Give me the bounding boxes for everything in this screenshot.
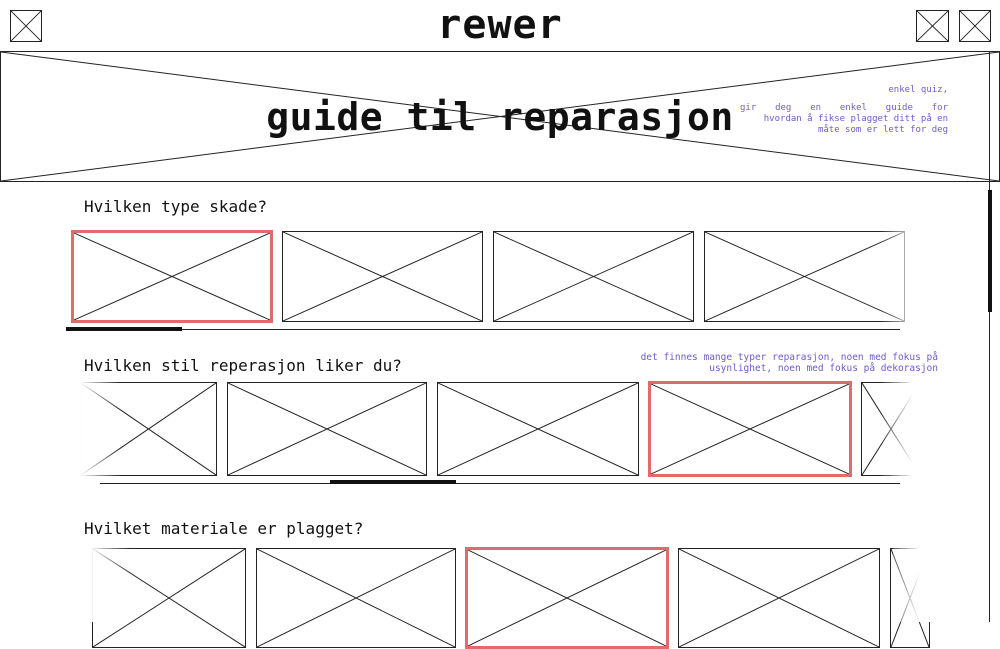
carousel-fade [893,545,938,622]
carousel-fade [880,228,920,328]
question-material: Hvilket materiale er plagget? [84,519,364,538]
option-card[interactable] [256,548,456,648]
question-repair-style: Hvilken stil reperasjon liker du? [84,356,402,375]
carousel-fade [80,378,120,488]
hero-note-line: gir deg en enkel guide for [740,103,948,113]
hero-note-line: hvordan å fikse plagget ditt på en [763,114,948,124]
top-bar [0,0,1000,52]
carousel-scrollbar-track[interactable] [100,483,900,484]
page-title: guide til reparasjon [266,95,734,139]
carousel-scrollbar-track[interactable] [66,329,900,330]
logo[interactable]: rewer [437,2,563,48]
section-note: det finnes mange typer reparasjon, noen … [640,352,938,363]
option-card[interactable] [678,548,880,648]
hero-note-top: enkel quiz, [888,85,948,95]
option-card[interactable] [227,382,427,476]
hero-image-placeholder [1,52,999,181]
hero-note-line: måte som er lett for deg [817,125,948,135]
option-card[interactable] [437,382,639,476]
account-icon[interactable] [916,10,949,42]
question-damage-type: Hvilken type skade? [84,197,268,216]
cart-icon[interactable] [959,10,991,42]
carousel-scrollbar-thumb[interactable] [66,327,182,331]
menu-icon[interactable] [10,10,42,42]
option-card[interactable] [282,231,483,322]
page-scrollbar-track[interactable] [989,52,990,622]
option-card[interactable] [465,547,669,649]
carousel-fade [880,378,940,488]
option-card[interactable] [704,231,905,322]
page-scrollbar-thumb[interactable] [988,190,992,312]
carousel-scrollbar-thumb[interactable] [330,480,456,484]
option-card[interactable] [648,381,852,477]
option-card[interactable] [71,230,273,323]
carousel-fade [90,545,130,622]
section-note: usynlighet, noen med fokus på dekorasjon [709,363,938,374]
option-card[interactable] [493,231,694,322]
